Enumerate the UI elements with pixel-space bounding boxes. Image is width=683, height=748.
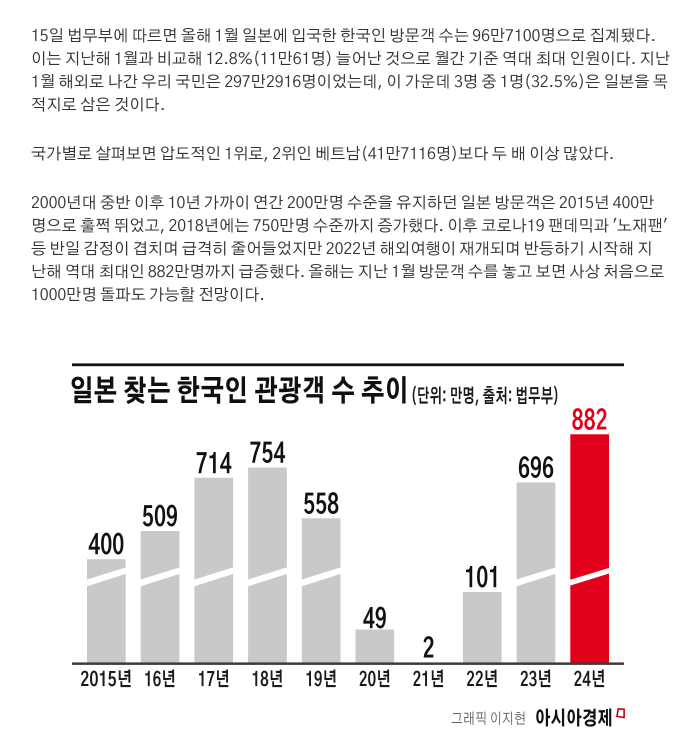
svg-text:558: 558 [303,491,339,519]
svg-text:509: 509 [142,504,178,532]
svg-text:696: 696 [518,456,554,484]
svg-text:754: 754 [250,441,286,469]
svg-text:(단위: 만명, 출처: 법무부): (단위: 만명, 출처: 법무부) [411,386,559,407]
svg-text:23년: 23년 [520,669,552,690]
svg-text:20년: 20년 [359,669,391,690]
svg-text:2015년: 2015년 [80,669,132,690]
svg-text:그래픽 이지현: 그래픽 이지현 [451,711,526,728]
svg-text:16년: 16년 [144,669,176,690]
svg-text:882: 882 [572,407,608,435]
svg-text:2: 2 [423,636,435,664]
svg-text:18년: 18년 [252,669,284,690]
svg-text:24년: 24년 [574,669,606,690]
svg-text:아시아경제: 아시아경제 [535,708,613,729]
svg-text:일본 찾는 한국인 관광객 수 추이: 일본 찾는 한국인 관광객 수 추이 [70,376,409,407]
svg-text:22년: 22년 [466,669,498,690]
svg-text:17년: 17년 [198,669,230,690]
svg-text:19년: 19년 [305,669,337,690]
svg-text:101: 101 [464,565,500,593]
svg-text:400: 400 [88,532,124,560]
svg-text:21년: 21년 [413,669,445,690]
svg-text:49: 49 [363,606,387,634]
svg-text:714: 714 [196,451,232,479]
